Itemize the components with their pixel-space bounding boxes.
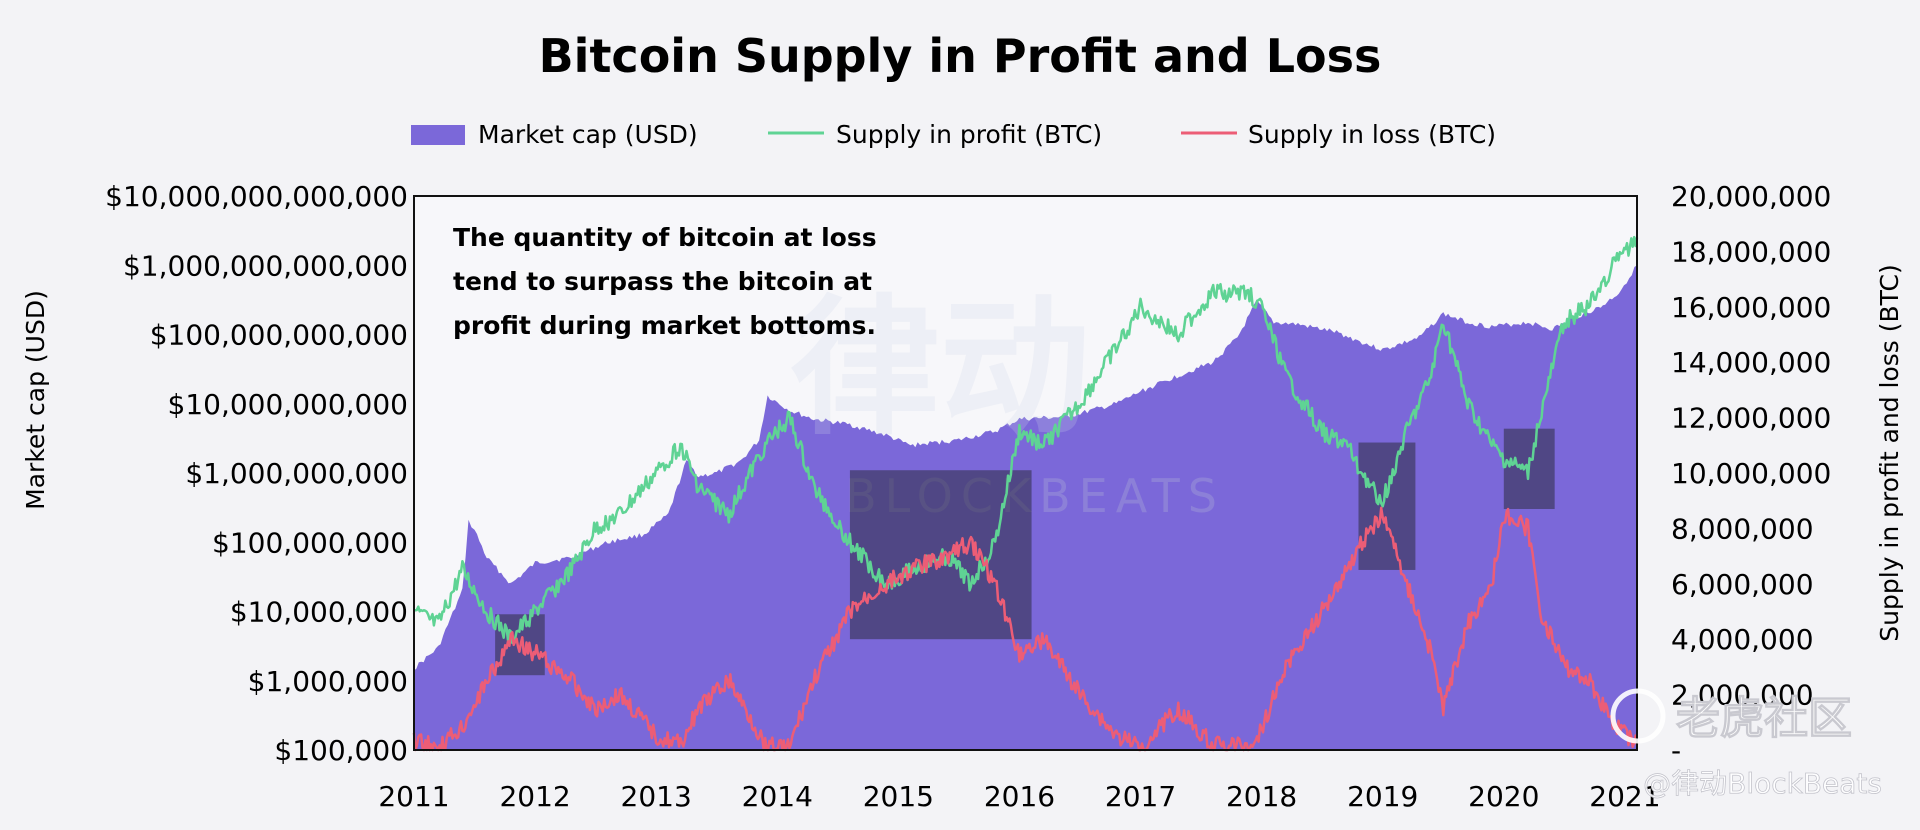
plot-area: 律动 BLOCKBEATS <box>412 195 1639 752</box>
legend-swatch-market-cap <box>411 125 465 145</box>
y-left-tick-label: $10,000,000,000,000 <box>105 180 408 213</box>
x-tick-label: 2020 <box>1468 780 1539 813</box>
supply-profit-line <box>413 235 1639 645</box>
corner-watermark-cn: 老虎社区 <box>1676 693 1852 744</box>
chart-title: Bitcoin Supply in Profit and Loss <box>539 29 1382 83</box>
x-tick-label: 2016 <box>984 780 1055 813</box>
y-right-tick-label: 4,000,000 <box>1671 623 1814 656</box>
y-left-tick-label: $100,000 <box>274 734 408 767</box>
x-tick-label: 2017 <box>1105 780 1176 813</box>
y-right-tick-label: 16,000,000 <box>1671 291 1831 324</box>
annotation-line-1: The quantity of bitcoin at loss <box>453 223 877 252</box>
y-left-tick-label: $1,000,000,000 <box>185 457 408 490</box>
y-left-tick-label: $10,000,000,000 <box>168 388 408 421</box>
x-tick-label: 2021 <box>1589 780 1660 813</box>
corner-watermark: 老虎社区 @律动BlockBeats <box>1610 688 1882 800</box>
tiger-logo-icon <box>1610 688 1666 744</box>
x-axis-ticks: 2011 2012 2013 2014 2015 2016 2017 2018 2019 2020… <box>378 780 1660 813</box>
y-left-tick-label: $1,000,000,000,000 <box>123 249 408 282</box>
y-right-tick-label: 14,000,000 <box>1671 346 1831 379</box>
corner-watermark-credit: @律动BlockBeats <box>1643 767 1882 800</box>
x-tick-label: 2012 <box>499 780 570 813</box>
y-left-tick-label: $100,000,000 <box>212 526 408 559</box>
legend-label-supply-loss: Supply in loss (BTC) <box>1248 120 1496 149</box>
annotation-line-2: tend to surpass the bitcoin at <box>453 267 872 296</box>
y-axis-right-ticks: 20,000,000 18,000,000 16,000,000 14,000,000… <box>1671 180 1831 767</box>
x-tick-label: 2013 <box>621 780 692 813</box>
y-right-tick-label: 2,000,000 <box>1671 679 1814 712</box>
y-right-tick-label: 18,000,000 <box>1671 235 1831 268</box>
x-tick-label: 2018 <box>1226 780 1297 813</box>
annotation-line-3: profit during market bottoms. <box>453 311 876 340</box>
y-right-tick-label: 10,000,000 <box>1671 457 1831 490</box>
y-axis-left-label: Market cap (USD) <box>21 290 50 510</box>
supply-loss-line <box>412 506 1639 752</box>
y-left-tick-label: $10,000,000 <box>230 596 408 629</box>
legend-label-supply-profit: Supply in profit (BTC) <box>836 120 1102 149</box>
y-left-tick-label: $100,000,000,000 <box>150 319 408 352</box>
y-left-tick-label: $1,000,000 <box>248 665 408 698</box>
y-right-tick-label: 6,000,000 <box>1671 568 1814 601</box>
watermark-cn: 律动 <box>790 282 1090 456</box>
highlight-box-3 <box>1358 442 1416 570</box>
annotation: The quantity of bitcoin at loss tend to … <box>453 223 877 340</box>
x-tick-label: 2011 <box>378 780 449 813</box>
y-right-tick-label: 12,000,000 <box>1671 402 1831 435</box>
legend: Market cap (USD) Supply in profit (BTC) … <box>411 120 1496 149</box>
y-right-tick-label: - <box>1671 734 1681 767</box>
x-tick-label: 2019 <box>1347 780 1418 813</box>
x-tick-label: 2015 <box>863 780 934 813</box>
legend-label-market-cap: Market cap (USD) <box>478 120 698 149</box>
y-right-tick-label: 8,000,000 <box>1671 512 1814 545</box>
x-tick-label: 2014 <box>742 780 813 813</box>
y-right-tick-label: 20,000,000 <box>1671 180 1831 213</box>
y-axis-left-ticks: $10,000,000,000,000 $1,000,000,000,000 $10… <box>105 180 408 767</box>
plot-border <box>413 195 1638 751</box>
y-axis-right-label: Supply in profit and loss (BTC) <box>1875 264 1904 641</box>
